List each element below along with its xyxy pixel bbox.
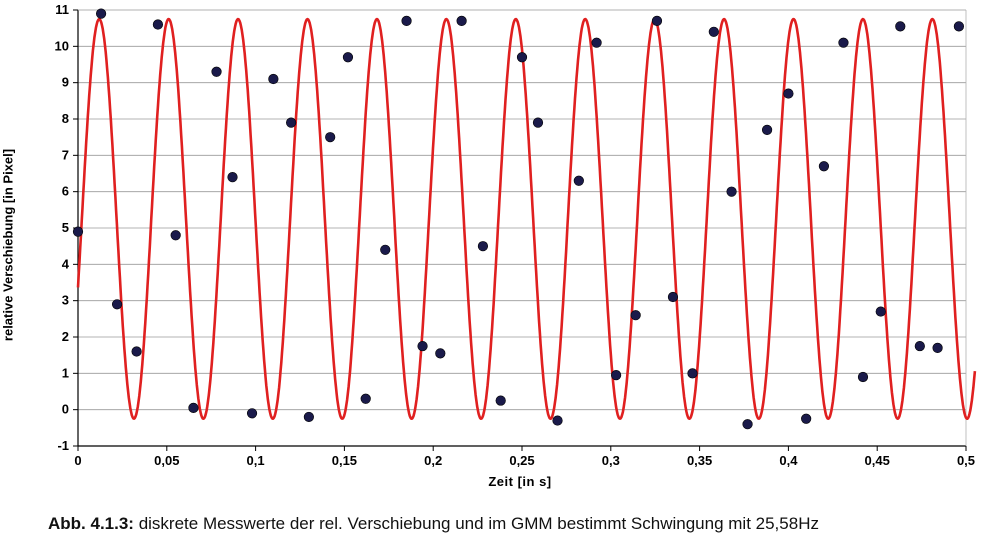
x-tick-label: 0,5 (957, 453, 975, 468)
fit-curve-layer (76, 17, 977, 420)
data-points-layer (72, 8, 964, 430)
data-point (667, 291, 679, 303)
data-point (246, 408, 258, 419)
data-point (380, 244, 391, 255)
y-tick-label: 6 (62, 184, 69, 199)
data-point (914, 340, 925, 352)
data-point (651, 15, 663, 26)
x-tick-label: 0,3 (602, 453, 620, 468)
data-point (953, 21, 964, 32)
y-tick-label: 10 (55, 38, 69, 53)
y-tick-label: 11 (55, 2, 69, 17)
data-point (342, 52, 354, 63)
x-tick-label: 0,1 (247, 453, 265, 468)
y-tick-label: 0 (62, 402, 69, 417)
data-point (932, 342, 943, 354)
data-point (818, 161, 830, 172)
data-point (456, 15, 467, 26)
data-point (477, 241, 489, 252)
data-point (726, 186, 737, 197)
data-point (131, 346, 142, 357)
data-point (95, 8, 107, 19)
y-tick-label: 8 (62, 111, 69, 126)
x-axis-label: Zeit [in s] (488, 474, 552, 489)
figure-caption: Abb. 4.1.3: diskrete Messwerte der rel. … (48, 514, 819, 534)
y-tick-label: 4 (62, 256, 70, 271)
y-tick-label: 9 (62, 75, 69, 90)
x-tick-labels: 0 0,05 0,1 0,15 0,2 0,25 0,3 0,35 0,4 0,45 0,5 (74, 453, 975, 468)
x-tick-label: 0,05 (154, 453, 179, 468)
x-tick-label: 0,25 (509, 453, 534, 468)
data-point (360, 393, 371, 404)
data-point (857, 371, 869, 383)
data-point (170, 230, 181, 241)
y-axis-label: relative Verschiebung [in Pixel] (0, 148, 16, 342)
data-point (188, 402, 199, 413)
data-point (687, 368, 698, 379)
data-point (227, 172, 238, 183)
data-point (783, 88, 794, 99)
y-tick-label: 5 (62, 220, 69, 235)
data-point (895, 21, 906, 32)
data-point (495, 395, 506, 406)
fit-curve (76, 17, 977, 420)
caption-prefix: Abb. 4.1.3: (48, 514, 134, 533)
y-tick-label: 3 (62, 293, 69, 308)
data-point (591, 37, 602, 48)
data-point (211, 66, 222, 77)
data-point (573, 175, 584, 186)
data-point (303, 411, 314, 423)
x-tick-label: 0,35 (687, 453, 712, 468)
data-point (435, 348, 446, 359)
data-point (325, 132, 336, 143)
data-point (875, 306, 886, 317)
data-point (742, 419, 753, 430)
data-point (630, 310, 641, 321)
data-point (111, 299, 123, 310)
x-tick-label: 0,15 (332, 453, 357, 468)
data-point (516, 52, 528, 63)
data-point (286, 117, 297, 128)
y-tick-labels: -1 0 1 2 3 4 5 6 7 8 9 10 11 (55, 2, 70, 453)
x-tick-label: 0,4 (779, 453, 798, 468)
data-point (611, 370, 622, 381)
data-point (417, 340, 428, 352)
y-tick-label: 2 (62, 329, 69, 344)
y-tick-label: 7 (62, 147, 69, 162)
data-point (838, 37, 849, 48)
x-tick-label: 0,2 (424, 453, 442, 468)
data-point (152, 19, 164, 30)
data-point (552, 415, 563, 426)
data-point (268, 73, 279, 85)
axes (73, 9, 967, 451)
data-point (708, 26, 719, 37)
x-tick-label: 0,45 (865, 453, 890, 468)
data-point (761, 124, 773, 135)
data-point (72, 226, 84, 237)
y-tick-label: -1 (57, 438, 69, 453)
y-tick-label: 1 (62, 365, 69, 380)
data-point (401, 15, 412, 26)
data-point (532, 117, 544, 128)
x-tick-label: 0 (74, 453, 81, 468)
caption-text: diskrete Messwerte der rel. Verschiebung… (133, 514, 819, 533)
data-point (801, 413, 812, 424)
